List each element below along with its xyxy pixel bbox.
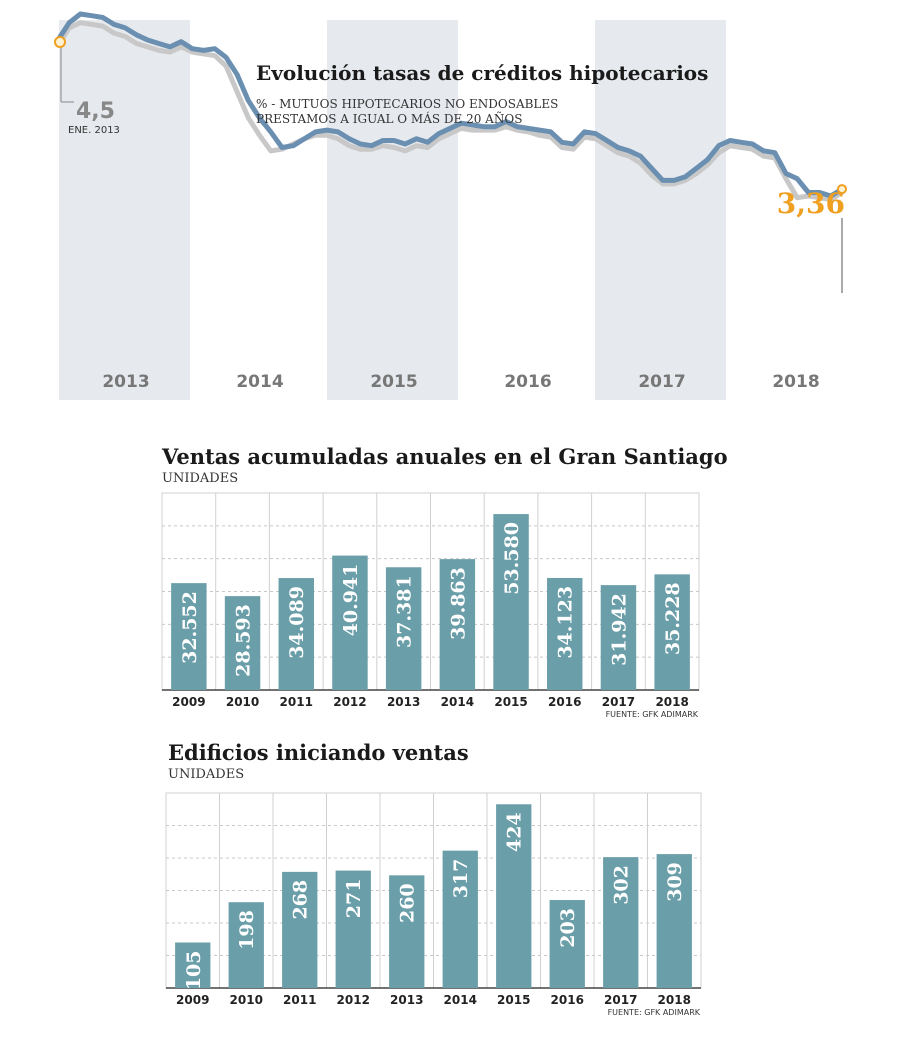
bar-value-label: 309 (664, 862, 686, 902)
start-point-marker (54, 36, 66, 48)
bar-2014 (439, 559, 476, 690)
buildings-year-labels: 2009 2010 2011 2012 2013 2014 2015 2016 2017 2018 (176, 993, 691, 1007)
bar-value-label: 53.580 (501, 522, 523, 595)
bar-2012 (335, 870, 371, 988)
year-tick-label: 2014 (444, 993, 477, 1007)
rate-shadow-line (55, 20, 845, 202)
buildings-source: FUENTE: GFK ADIMARK (608, 1008, 701, 1017)
start-date-label: ENE. 2013 (68, 125, 120, 136)
year-band-2013 (59, 20, 190, 400)
year-tick-label: 2009 (176, 993, 209, 1007)
year-label-2018: 2018 (772, 372, 819, 392)
bar-2017 (600, 585, 637, 690)
bar-value-label: 317 (450, 859, 472, 899)
year-tick-label: 2015 (494, 695, 527, 709)
bar-value-label: 260 (397, 883, 419, 923)
year-label-2017: 2017 (638, 372, 685, 392)
bar-2009 (171, 583, 207, 690)
bar-2012 (332, 555, 368, 690)
year-label-2014: 2014 (236, 372, 283, 392)
bar-value-label: 271 (343, 879, 365, 919)
bar-2011 (278, 578, 314, 690)
year-tick-label: 2014 (441, 695, 474, 709)
sales-chart-unit: UNIDADES (162, 471, 238, 486)
bar-2013 (385, 567, 422, 690)
bar-value-label: 35.228 (662, 582, 684, 655)
end-value-label: 3,36 (777, 187, 845, 220)
bar-value-label: 198 (236, 910, 258, 950)
year-label-2015: 2015 (370, 372, 417, 392)
bar-value-label: 105 (183, 951, 205, 991)
year-tick-label: 2016 (548, 695, 581, 709)
sales-year-labels: 2009 2010 2011 2012 2013 2014 2015 2016 2017 2018 (172, 695, 689, 709)
year-tick-label: 2018 (658, 993, 691, 1007)
bar-2011 (282, 871, 318, 988)
bar-value-label: 32.552 (179, 591, 201, 664)
year-tick-label: 2011 (283, 993, 316, 1007)
end-point-marker (837, 184, 847, 195)
bar-2018 (656, 854, 692, 988)
rate-series-line (55, 11, 845, 199)
buildings-bar-chart: Edificios iniciando ventas UNIDADES 1051… (165, 740, 702, 1017)
year-tick-label: 2009 (172, 695, 205, 709)
line-chart-subtitle-2: PRESTAMOS A IGUAL O MÁS DE 20 AÑOS (256, 111, 522, 126)
year-label-2016: 2016 (504, 372, 551, 392)
year-tick-label: 2011 (280, 695, 313, 709)
bar-value-label: 424 (504, 812, 526, 852)
year-band-2017 (595, 20, 726, 400)
bar-value-label: 28.593 (233, 604, 255, 677)
bar-value-label: 37.381 (394, 575, 416, 648)
mortgage-rate-line-chart: 2013 2014 2015 2016 2017 2018 4,5 ENE. 2013 3… (54, 11, 847, 400)
year-tick-label: 2013 (390, 993, 423, 1007)
year-tick-label: 2013 (387, 695, 420, 709)
bar-value-label: 31.942 (608, 593, 630, 666)
bar-2010 (224, 596, 261, 690)
year-tick-label: 2017 (602, 695, 635, 709)
bar-value-label: 268 (290, 880, 312, 920)
line-chart-subtitle-1: % - MUTUOS HIPOTECARIOS NO ENDOSABLES (256, 97, 558, 111)
bar-2016 (549, 900, 585, 988)
bar-2010 (228, 902, 264, 988)
sales-bars: 32.552 28.593 34.089 40.941 37.381 39.863 53.5… (171, 514, 690, 690)
sales-bar-chart: Ventas acumuladas anuales en el Gran San… (161, 444, 728, 719)
start-value-label: 4,5 (76, 99, 115, 124)
bar-2015 (496, 804, 532, 988)
bar-2013 (389, 875, 425, 988)
bar-value-label: 203 (557, 908, 579, 948)
bar-2015 (493, 514, 529, 690)
bar-2017 (603, 857, 639, 988)
line-chart-title: Evolución tasas de créditos hipotecarios (256, 61, 708, 85)
bar-2016 (547, 577, 583, 690)
year-tick-label: 2017 (604, 993, 637, 1007)
sales-source: FUENTE: GFK ADIMARK (606, 710, 699, 719)
bar-value-label: 34.089 (286, 586, 308, 659)
bar-2009 (175, 942, 211, 988)
bar-value-label: 40.941 (340, 564, 362, 637)
year-band-2015 (327, 20, 458, 400)
year-tick-label: 2018 (655, 695, 688, 709)
buildings-chart-title: Edificios iniciando ventas (168, 740, 469, 765)
year-tick-label: 2012 (337, 993, 370, 1007)
bar-2014 (442, 850, 478, 988)
year-bands (59, 20, 726, 400)
year-tick-label: 2010 (226, 695, 259, 709)
bar-2018 (654, 574, 690, 690)
line-series (55, 11, 845, 202)
year-tick-label: 2016 (551, 993, 584, 1007)
year-label-2013: 2013 (102, 372, 149, 392)
sales-chart-title: Ventas acumuladas anuales en el Gran San… (161, 444, 728, 469)
year-labels: 2013 2014 2015 2016 2017 2018 (102, 372, 819, 392)
bar-value-label: 34.123 (555, 586, 577, 659)
year-tick-label: 2015 (497, 993, 530, 1007)
buildings-chart-unit: UNIDADES (168, 767, 244, 782)
bar-value-label: 39.863 (447, 567, 469, 640)
year-tick-label: 2012 (333, 695, 366, 709)
bar-value-label: 302 (611, 865, 633, 905)
buildings-bars: 105 198 268 271 260 317 424 203 302 309 (175, 804, 692, 990)
year-tick-label: 2010 (230, 993, 263, 1007)
sales-grid (161, 492, 700, 691)
